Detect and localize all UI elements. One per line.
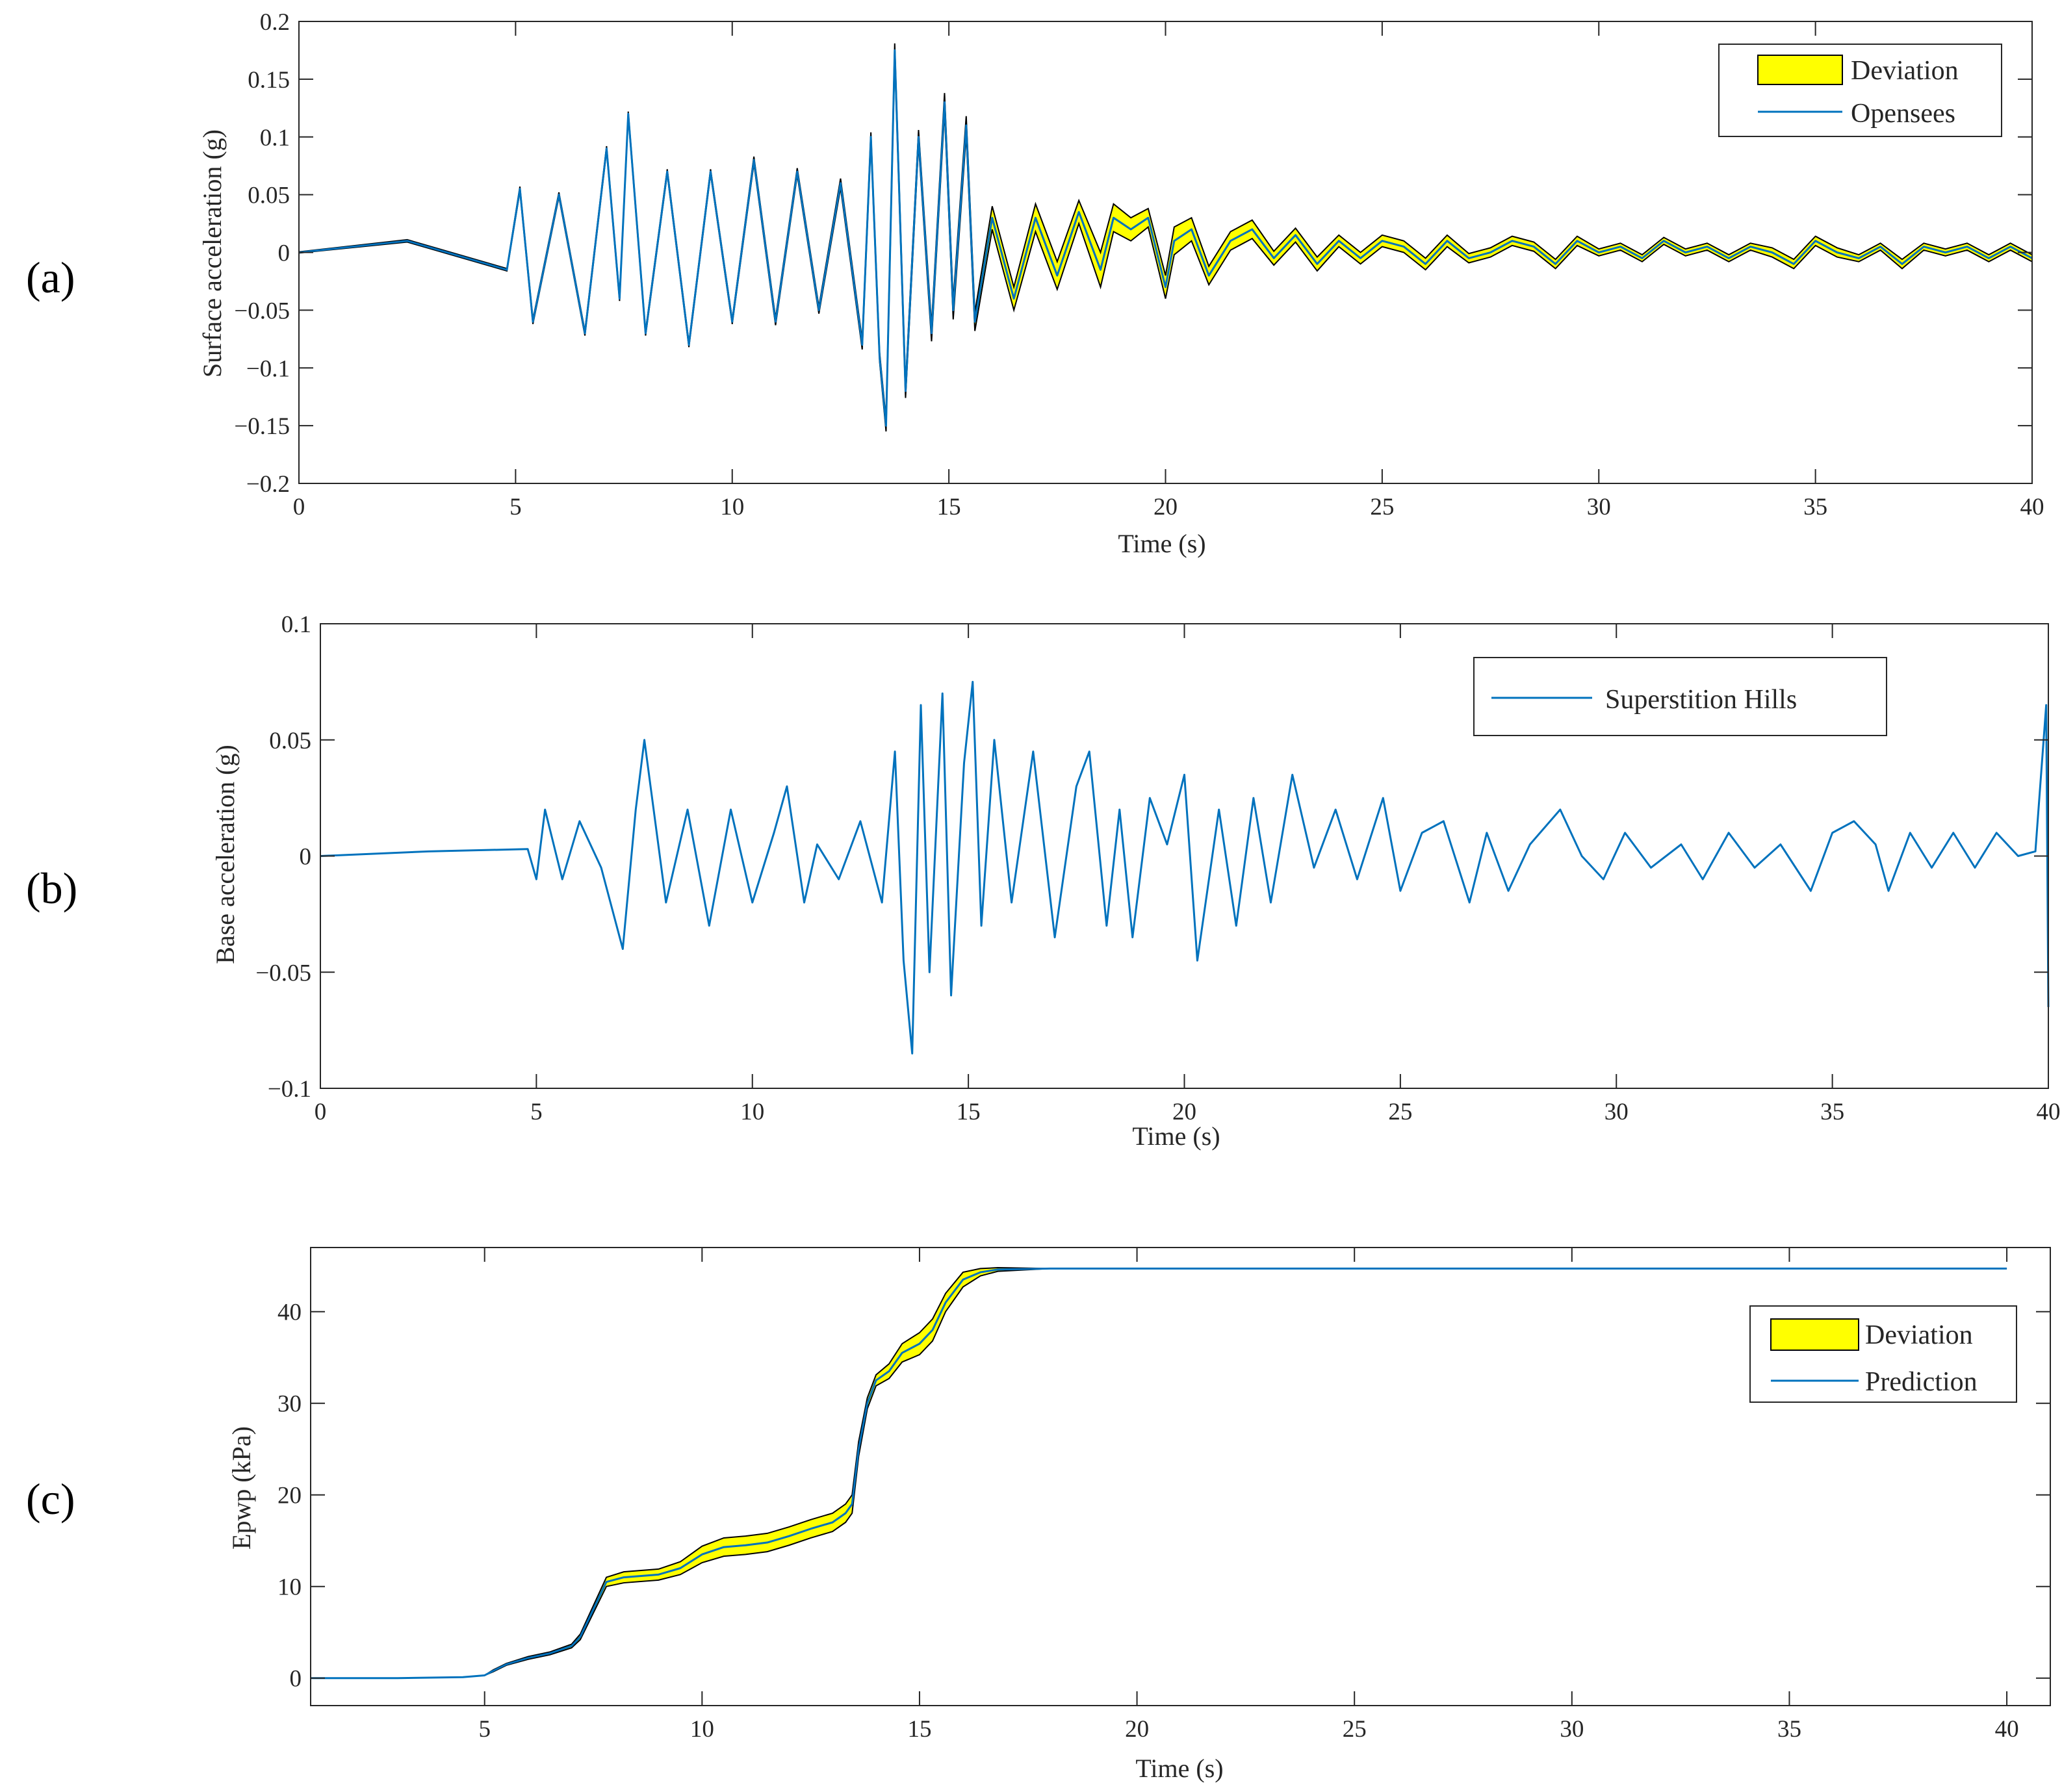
- legend: Superstition Hills: [1473, 657, 1887, 736]
- y-tick-label: −0.2: [246, 471, 290, 498]
- legend-label-superstition-hills: Superstition Hills: [1605, 685, 1797, 715]
- x-tick-label: 5: [478, 1716, 491, 1743]
- y-axis-label: Base acceleration (g): [211, 745, 240, 964]
- x-tick-label: 10: [740, 1099, 764, 1125]
- axes: 0 5 10 15 20 25 30 35 40 −0.2 −0.15 −0.1 −0.05 0 0.05 0…: [234, 9, 2044, 520]
- x-tick-label: 5: [509, 494, 522, 520]
- deviation-band: [311, 1267, 2007, 1679]
- x-tick-label: 25: [1370, 494, 1394, 520]
- axes: 5 10 15 20 25 30 35 40 0 10 20 30 40: [277, 1247, 2051, 1743]
- y-tick-label: −0.1: [246, 355, 290, 382]
- x-axis-label: Time (s): [1132, 1121, 1220, 1151]
- series-line: [311, 1267, 2007, 1680]
- x-tick-label: 40: [2020, 494, 2044, 520]
- x-tick-label: 15: [907, 1716, 931, 1743]
- x-tick-label: 30: [1587, 494, 1611, 520]
- y-tick-label: 0.1: [281, 611, 311, 638]
- x-axis-label: Time (s): [1135, 1754, 1223, 1783]
- y-axis-label: Surface acceleration (g): [198, 129, 227, 378]
- x-tick-label: 40: [2037, 1099, 2061, 1125]
- x-tick-label: 20: [1125, 1716, 1149, 1743]
- panel-b-tag: (b): [26, 864, 77, 913]
- y-tick-label: 10: [277, 1574, 302, 1601]
- axes: 0 5 10 15 20 25 30 35 40 −0.1 −0.05 0 0.05 0.1: [255, 611, 2060, 1125]
- y-tick-label: −0.1: [268, 1076, 311, 1103]
- chart-a: 0 5 10 15 20 25 30 35 40 −0.2 −0.15 −0.1 −0.05 0 0.05 0…: [198, 9, 2044, 558]
- x-tick-label: 10: [720, 494, 744, 520]
- deviation-area: [311, 1267, 2007, 1679]
- panel-a-tag: (a): [26, 253, 75, 302]
- y-tick-label: 20: [277, 1483, 302, 1509]
- plot-frame: [310, 1247, 2051, 1706]
- legend-label-deviation: Deviation: [1851, 56, 1959, 86]
- series-superstition-hills: [320, 680, 2050, 1055]
- series-opensees: [298, 49, 2033, 427]
- x-tick-label: 15: [937, 494, 961, 520]
- series-line: [298, 49, 2033, 427]
- chart-b: 0 5 10 15 20 25 30 35 40 −0.1 −0.05 0 0.05 0.1 Time (…: [211, 611, 2061, 1151]
- y-tick-label: 0: [290, 1666, 302, 1693]
- y-tick-label: −0.05: [234, 298, 290, 324]
- x-tick-label: 15: [957, 1099, 981, 1125]
- y-tick-label: −0.05: [255, 960, 311, 986]
- x-tick-label: 25: [1388, 1099, 1412, 1125]
- chart-c: 5 10 15 20 25 30 35 40 0 10 20 30 40 Time (s) Epwp (…: [227, 1247, 2051, 1783]
- x-tick-label: 40: [1995, 1716, 2019, 1743]
- x-tick-label: 30: [1604, 1099, 1629, 1125]
- y-tick-label: 0.05: [248, 183, 290, 209]
- x-tick-label: 0: [315, 1099, 327, 1125]
- y-tick-label: −0.15: [234, 413, 290, 440]
- x-tick-label: 10: [690, 1716, 714, 1743]
- x-tick-label: 25: [1343, 1716, 1367, 1743]
- y-tick-label: 0: [300, 844, 312, 871]
- y-tick-label: 0.15: [248, 67, 290, 94]
- x-tick-label: 35: [1820, 1099, 1844, 1125]
- legend: Deviation Prediction: [1749, 1305, 2017, 1403]
- x-tick-label: 5: [530, 1099, 543, 1125]
- panel-c-tag: (c): [26, 1474, 75, 1524]
- y-tick-label: 0: [278, 240, 290, 267]
- x-tick-label: 35: [1777, 1716, 1801, 1743]
- x-tick-label: 20: [1172, 1099, 1196, 1125]
- legend-label-opensees: Opensees: [1851, 99, 1955, 129]
- x-tick-label: 20: [1153, 494, 1178, 520]
- legend-swatch-deviation: [1770, 1318, 1859, 1351]
- y-tick-label: 0.05: [269, 728, 311, 754]
- x-tick-label: 0: [293, 494, 305, 520]
- y-tick-label: 0.2: [260, 9, 290, 36]
- legend-label-prediction: Prediction: [1865, 1367, 1978, 1397]
- legend: Deviation Opensees: [1718, 44, 2002, 137]
- legend-swatch-deviation: [1757, 55, 1843, 85]
- y-axis-label: Epwp (kPa): [227, 1426, 256, 1550]
- legend-box: [1473, 657, 1887, 736]
- x-tick-label: 30: [1560, 1716, 1584, 1743]
- y-tick-label: 30: [277, 1391, 302, 1418]
- y-tick-label: 0.1: [260, 125, 290, 151]
- y-tick-label: 40: [277, 1299, 302, 1326]
- series-prediction: [311, 1267, 2007, 1680]
- x-tick-label: 35: [1803, 494, 1827, 520]
- x-axis-label: Time (s): [1118, 529, 1205, 558]
- legend-label-deviation: Deviation: [1865, 1320, 1973, 1350]
- series-line: [320, 680, 2050, 1055]
